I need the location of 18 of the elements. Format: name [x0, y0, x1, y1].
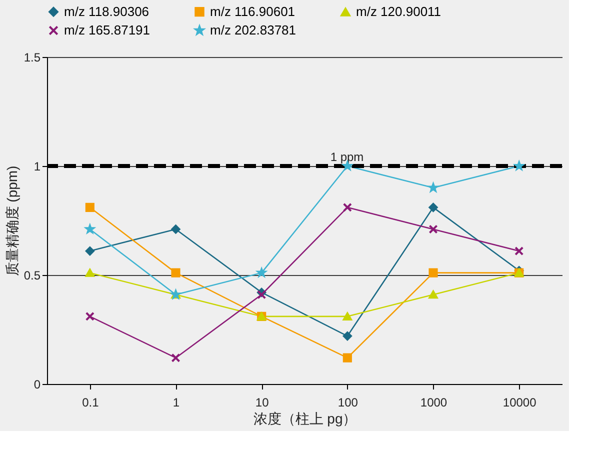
x-axis-title: 浓度（柱上 pg）: [253, 410, 357, 426]
x-tick-label: 100: [338, 396, 358, 410]
y-tick-label: 1.5: [24, 50, 41, 64]
x-tick-label: 10: [255, 396, 270, 410]
legend-label: m/z 118.90306: [64, 4, 150, 19]
y-tick-label: 1: [34, 160, 41, 174]
ref-line-label: 1 ppm: [330, 150, 364, 164]
y-tick-label: 0.5: [24, 268, 41, 282]
x-tick-label: 0.1: [82, 396, 100, 410]
x-tick-label: 1000: [420, 396, 448, 410]
x-tick-label: 1: [172, 396, 180, 410]
y-tick-label: 0: [34, 378, 41, 392]
legend-label: m/z 116.90601: [210, 4, 296, 19]
y-axis-title: 质量精确度 (ppm): [4, 166, 20, 276]
x-tick-label: 10000: [502, 396, 537, 410]
legend-label: m/z 120.90011: [356, 4, 442, 20]
legend-label: m/z 165.87191: [64, 22, 150, 38]
legend-label: m/z 202.83781: [210, 22, 296, 38]
